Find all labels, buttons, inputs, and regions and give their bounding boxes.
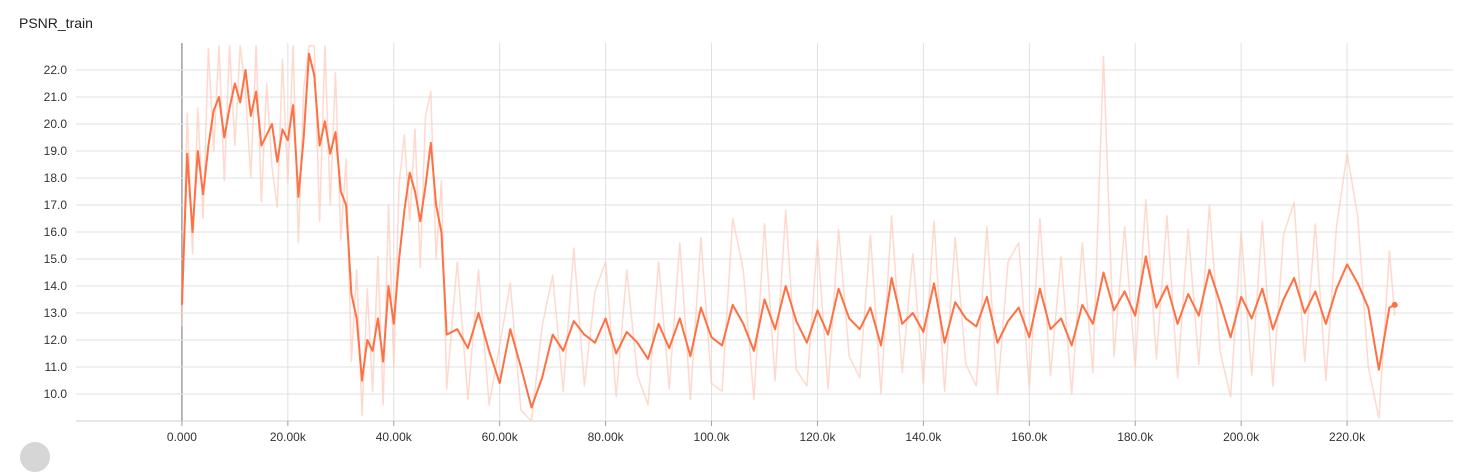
y-tick-label: 11.0 xyxy=(45,360,68,374)
x-tick-label: 60.00k xyxy=(482,430,519,444)
chart-title: PSNR_train xyxy=(19,15,93,31)
y-tick-label: 14.0 xyxy=(44,279,68,293)
y-tick-label: 20.0 xyxy=(44,117,68,131)
axis-tick-labels: 0.000 20.00k 40.00k 60.00k 80.00k 100.0k 120.0… xyxy=(44,63,1366,444)
raw-series-line xyxy=(181,44,1396,422)
x-tick-label: 40.00k xyxy=(376,430,413,444)
x-tick-label: 0.000 xyxy=(167,430,197,444)
y-tick-label: 10.0 xyxy=(44,387,68,401)
y-tick-label: 21.0 xyxy=(44,90,68,104)
y-tick-label: 12.0 xyxy=(44,333,68,347)
smoothed-series-layer xyxy=(180,52,1398,409)
x-tick-label: 120.0k xyxy=(799,430,836,444)
x-tick-label: 160.0k xyxy=(1011,430,1048,444)
last-point-marker xyxy=(1391,301,1398,308)
y-tick-label: 18.0 xyxy=(44,171,68,185)
x-tick-label: 200.0k xyxy=(1223,430,1260,444)
smoothed-series-line xyxy=(180,52,1396,409)
y-tick-label: 17.0 xyxy=(44,198,68,212)
y-tick-label: 13.0 xyxy=(44,306,68,320)
y-tick-label: 16.0 xyxy=(44,225,68,239)
y-tick-label: 19.0 xyxy=(44,144,68,158)
x-tick-label: 220.0k xyxy=(1329,430,1366,444)
x-tick-label: 140.0k xyxy=(905,430,942,444)
y-tick-label: 15.0 xyxy=(44,252,68,266)
x-tick-label: 100.0k xyxy=(694,430,731,444)
x-tick-label: 80.00k xyxy=(588,430,625,444)
expand-toggle-button[interactable] xyxy=(20,442,50,472)
y-tick-label: 22.0 xyxy=(44,63,68,77)
x-tick-label: 180.0k xyxy=(1117,430,1154,444)
psnr-train-chart: 0.000 20.00k 40.00k 60.00k 80.00k 100.0k 120.0… xyxy=(44,43,1453,444)
x-tick-label: 20.00k xyxy=(270,430,307,444)
raw-series-layer xyxy=(181,44,1396,422)
